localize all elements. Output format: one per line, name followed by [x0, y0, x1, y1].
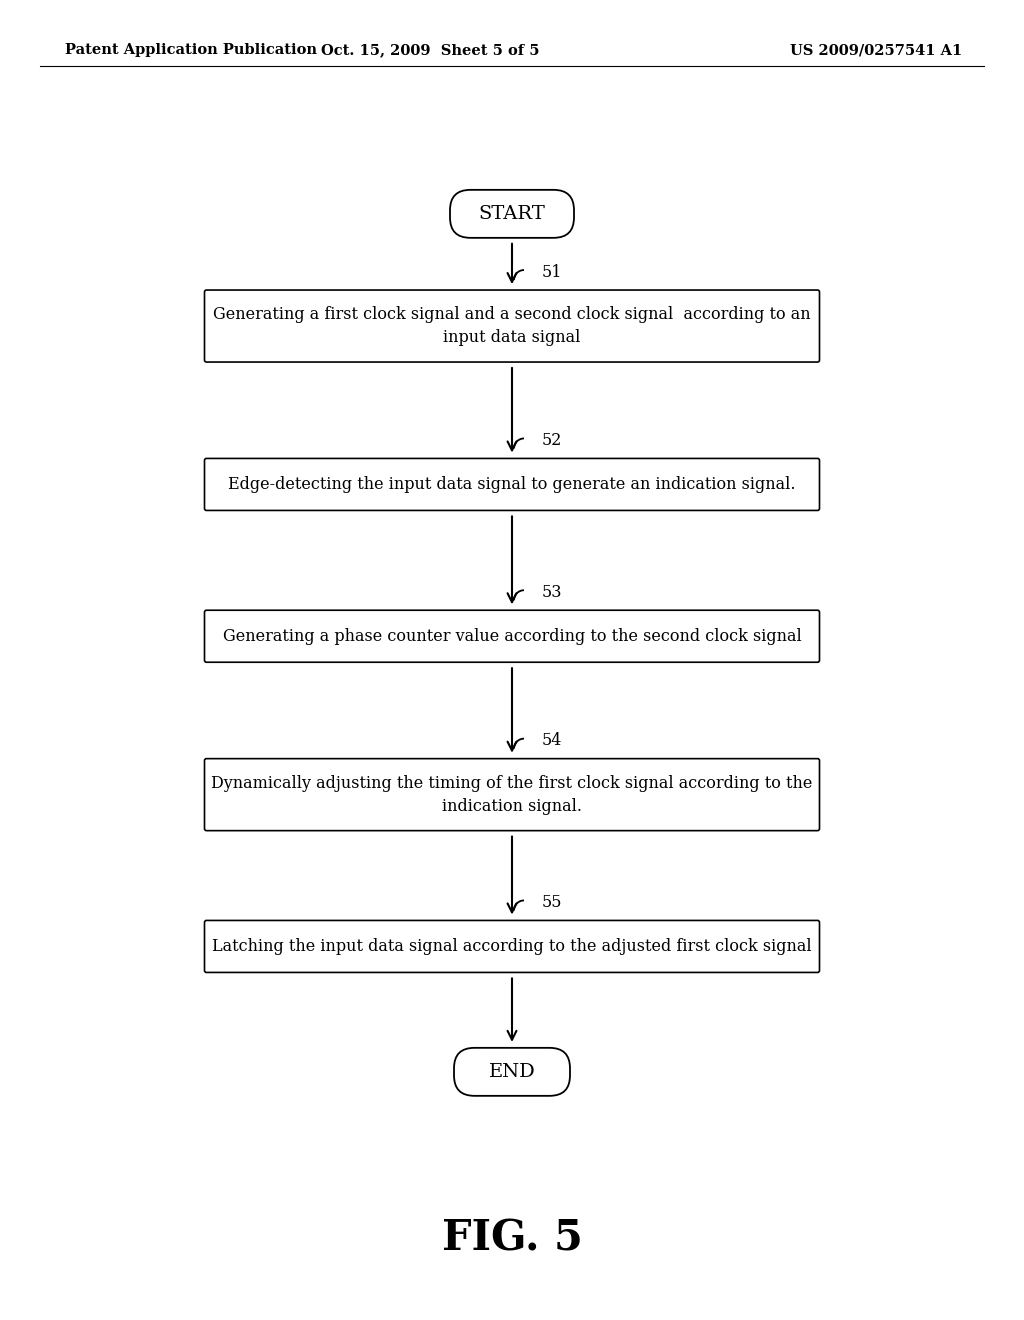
FancyBboxPatch shape: [205, 920, 819, 973]
Text: 52: 52: [542, 432, 562, 449]
FancyBboxPatch shape: [205, 290, 819, 362]
FancyBboxPatch shape: [205, 458, 819, 511]
Text: Generating a phase counter value according to the second clock signal: Generating a phase counter value accordi…: [222, 628, 802, 644]
Text: Patent Application Publication: Patent Application Publication: [65, 44, 317, 57]
FancyBboxPatch shape: [205, 610, 819, 663]
Text: 53: 53: [542, 583, 562, 601]
Text: Dynamically adjusting the timing of the first clock signal according to the
indi: Dynamically adjusting the timing of the …: [211, 775, 813, 814]
FancyBboxPatch shape: [450, 190, 574, 238]
Text: US 2009/0257541 A1: US 2009/0257541 A1: [790, 44, 963, 57]
Text: 51: 51: [542, 264, 562, 281]
Text: 55: 55: [542, 894, 562, 911]
Text: FIG. 5: FIG. 5: [441, 1217, 583, 1259]
Text: 54: 54: [542, 733, 562, 750]
FancyBboxPatch shape: [454, 1048, 570, 1096]
Text: Generating a first clock signal and a second clock signal  according to an
input: Generating a first clock signal and a se…: [213, 306, 811, 346]
Text: Oct. 15, 2009  Sheet 5 of 5: Oct. 15, 2009 Sheet 5 of 5: [321, 44, 540, 57]
Text: Edge-detecting the input data signal to generate an indication signal.: Edge-detecting the input data signal to …: [228, 477, 796, 492]
FancyBboxPatch shape: [205, 759, 819, 830]
Text: END: END: [488, 1063, 536, 1081]
Text: START: START: [478, 205, 546, 223]
Text: Latching the input data signal according to the adjusted first clock signal: Latching the input data signal according…: [212, 939, 812, 954]
